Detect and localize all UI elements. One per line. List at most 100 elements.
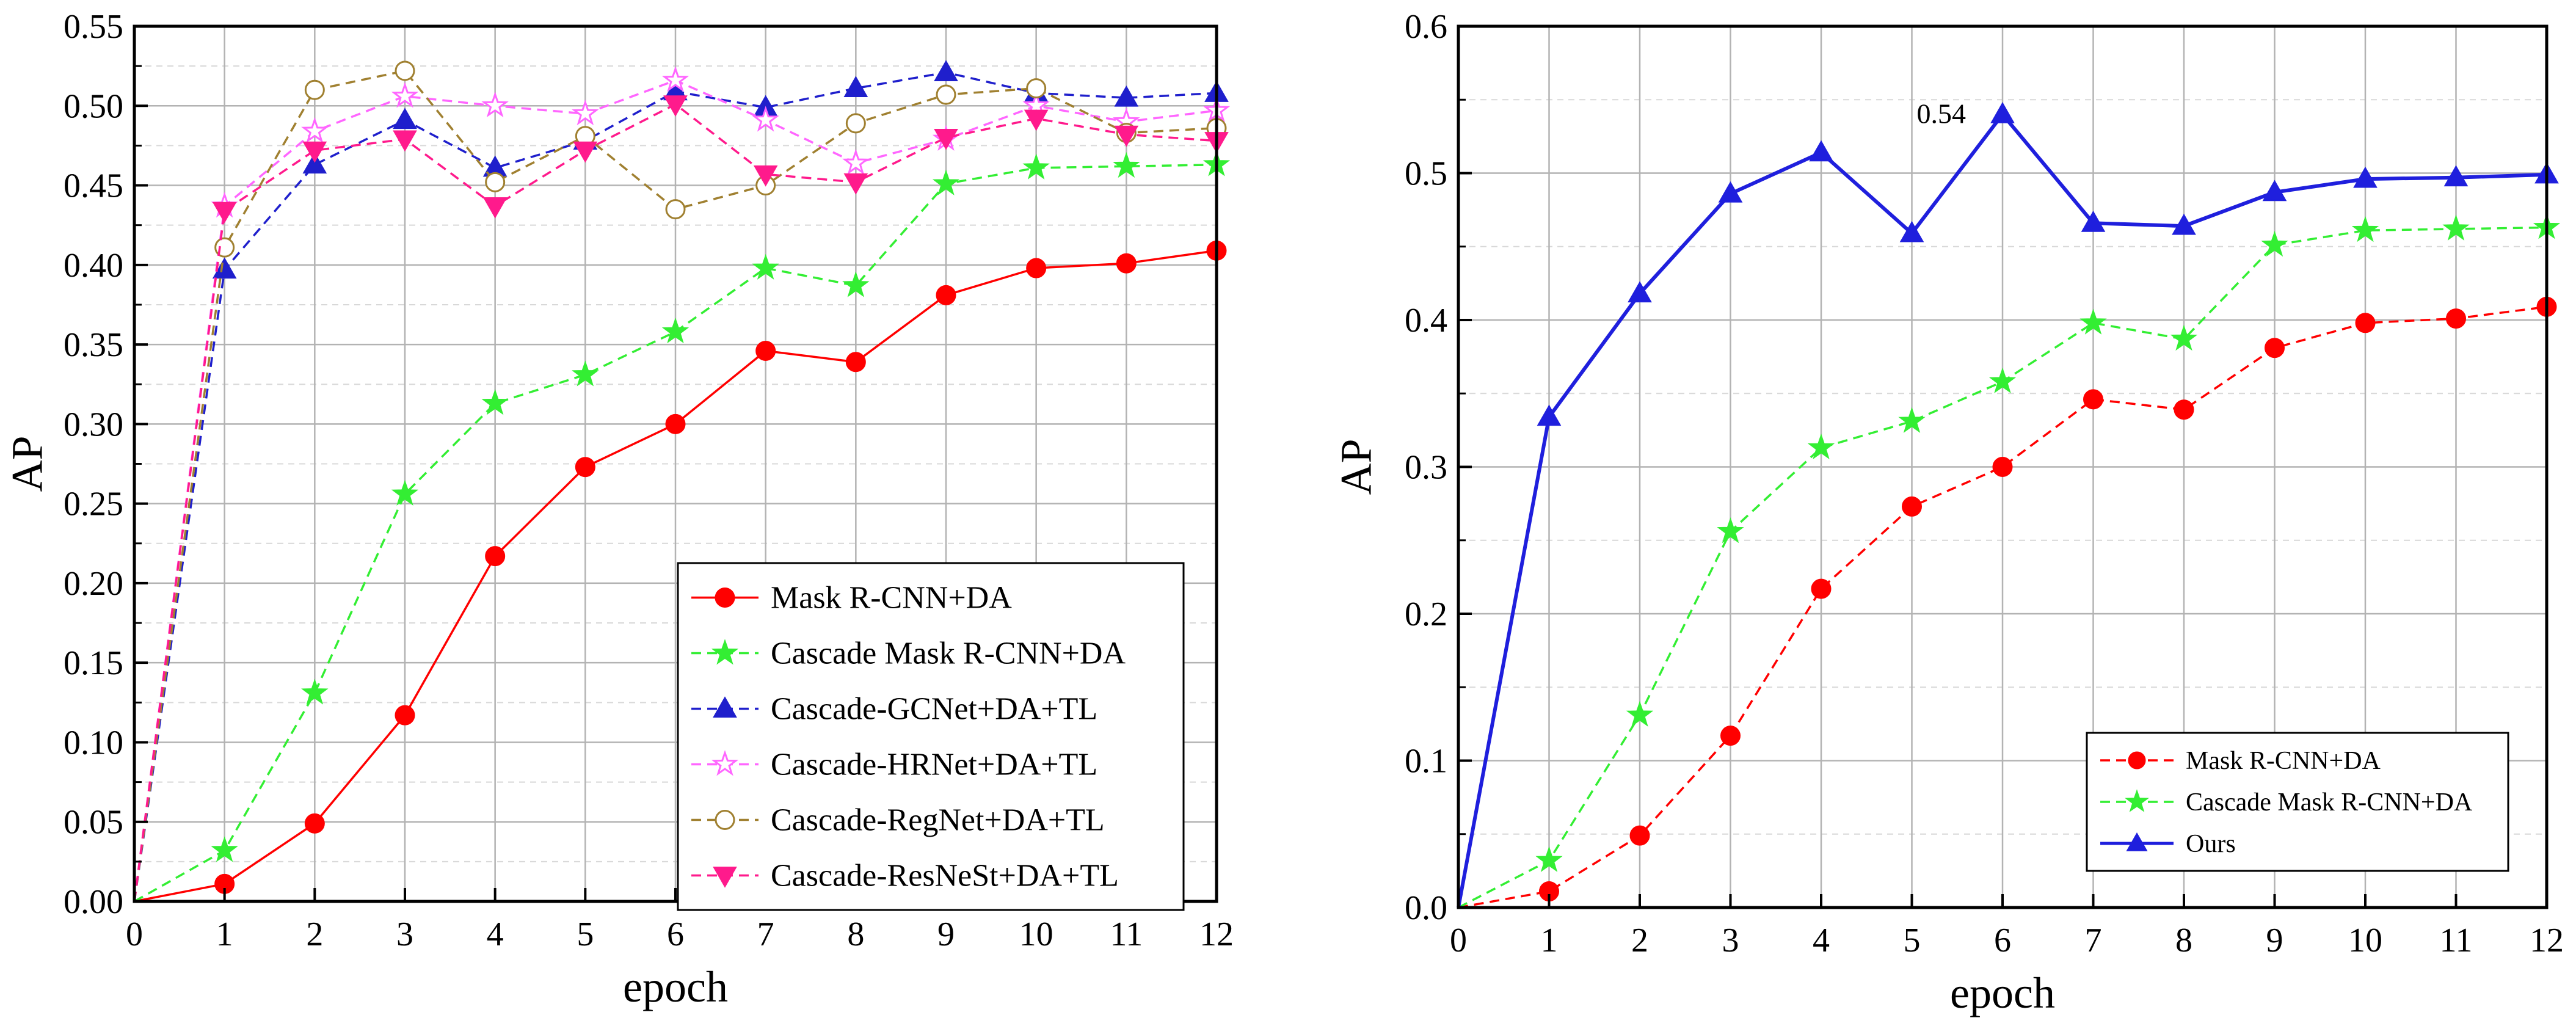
left-series-mask-r-cnn-da-point	[1116, 253, 1137, 274]
left-series-cascade-regnet-da-tl-point	[304, 79, 325, 100]
legend-label: Cascade-ResNeSt+DA+TL	[771, 859, 1119, 893]
left-series-cascade-resnest-da-tl-point	[1114, 125, 1139, 147]
right-series-cascade-mask-r-cnn-da-point	[1807, 433, 1835, 460]
legend-label: Mask R-CNN+DA	[771, 581, 1012, 616]
right-xtick-label: 7	[2085, 922, 2102, 959]
right-yaxis-title: AP	[1332, 438, 1381, 495]
right-series-mask-r-cnn-da	[1458, 296, 2557, 909]
left-series-cascade-hrnet-da-tl-point	[661, 66, 689, 92]
left-ytick-label: 0.10	[64, 724, 123, 762]
right-series-cascade-mask-r-cnn-da-point	[2261, 231, 2288, 257]
left-xtick-label: 5	[577, 915, 594, 953]
left-ytick-label: 0.20	[64, 565, 123, 603]
left-series-cascade-resnest-da-tl-point	[573, 141, 598, 163]
left-series-cascade-gcnet-da-tl-point	[302, 152, 327, 174]
left-series-cascade-mask-r-cnn-da-point	[932, 169, 960, 195]
right-series-mask-r-cnn-da-point	[1992, 457, 2013, 477]
right-xtick-label: 2	[1631, 922, 1648, 959]
right-series-ours-point	[2353, 166, 2378, 188]
left-ytick-label: 0.30	[64, 406, 123, 443]
left-xtick-label: 8	[847, 915, 864, 953]
right-series-cascade-mask-r-cnn-da-point	[1898, 407, 1926, 433]
left-series-cascade-mask-r-cnn-da	[134, 150, 1231, 903]
legend-marker	[2125, 789, 2149, 812]
left-series-cascade-mask-r-cnn-da-point	[572, 360, 599, 387]
left-series-cascade-resnest-da-tl-point	[393, 130, 417, 152]
right-xtick-label: 9	[2266, 922, 2283, 959]
left-series-mask-r-cnn-da-point	[575, 457, 595, 478]
right-ytick-label: 0.4	[1405, 302, 1447, 340]
left-series-cascade-gcnet-da-tl-point	[212, 257, 237, 279]
right-series-cascade-mask-r-cnn-da-point	[2442, 214, 2470, 241]
right-series-mask-r-cnn-da-point	[1811, 578, 1832, 599]
right-series-group	[1457, 102, 2561, 909]
right-series-mask-r-cnn-da-point	[1629, 825, 1650, 846]
right-series-ours-point	[1990, 102, 2015, 123]
right-ytick-label: 0.2	[1405, 595, 1447, 633]
right-legend: Mask R-CNN+DA Cascade Mask R-CNN+DA Ours	[2086, 732, 2509, 872]
right-axes: 0.00.10.20.30.40.50.60 1 2 3 4 5 6 7 8 9 10 11 12	[1405, 8, 2564, 959]
right-xtick-label: 1	[1541, 922, 1558, 959]
left-series-cascade-regnet-da-tl-point	[845, 113, 866, 134]
right-series-mask-r-cnn-da-point	[2083, 389, 2103, 410]
right-xtick-label: 0	[1450, 922, 1467, 959]
right-chart: 0.00.10.20.30.40.50.60 1 2 3 4 5 6 7 8 9 10 11 12epo…	[1332, 8, 2564, 1017]
left-series-cascade-resnest-da-tl-point	[663, 95, 688, 117]
left-legend: Mask R-CNN+DA Cascade Mask R-CNN+DA Cascad…	[677, 562, 1185, 911]
left-series-cascade-resnest-da-tl-point	[753, 165, 778, 187]
left-xaxis-title: epoch	[623, 962, 728, 1011]
right-series-ours-point	[2262, 180, 2287, 202]
left-series-cascade-regnet-da-tl-point	[485, 172, 506, 192]
right-series-ours-point	[2081, 210, 2106, 232]
right-series-cascade-mask-r-cnn-da-point	[1988, 367, 2017, 393]
right-legend-item-ours: Ours	[2100, 830, 2236, 858]
left-series-mask-r-cnn-da-point	[845, 352, 866, 373]
right-series-cascade-mask-r-cnn-da-point	[2351, 216, 2379, 242]
left-xtick-label: 10	[1019, 915, 1053, 953]
right-series-cascade-mask-r-cnn-da-point	[2170, 324, 2198, 351]
left-series-cascade-mask-r-cnn-da-point	[1113, 151, 1140, 178]
legend-label: Ours	[2186, 830, 2236, 858]
left-series-cascade-regnet-da-tl-point	[395, 60, 415, 81]
right-ytick-label: 0.3	[1405, 449, 1447, 487]
left-xtick-label: 3	[396, 915, 413, 953]
right-ytick-label: 0.0	[1405, 889, 1447, 927]
left-series-cascade-gcnet-da-tl-point	[393, 107, 417, 129]
left-series-mask-r-cnn-da-point	[395, 705, 415, 726]
right-series-ours-point	[1537, 404, 1562, 426]
left-series-mask-r-cnn-da-point	[1026, 258, 1047, 278]
left-series-cascade-regnet-da-tl-point	[665, 199, 686, 220]
legend-label: Mask R-CNN+DA	[2186, 747, 2381, 775]
left-series-cascade-resnest-da-tl-point	[482, 197, 508, 219]
legend-marker	[2128, 751, 2146, 770]
left-series-group	[133, 60, 1231, 903]
legend-label: Cascade-HRNet+DA+TL	[771, 748, 1097, 782]
left-series-cascade-mask-r-cnn-da-point	[391, 479, 419, 506]
right-xtick-label: 11	[2440, 922, 2473, 959]
left-ytick-label: 0.45	[64, 167, 123, 205]
left-series-cascade-mask-r-cnn-da-point	[211, 836, 238, 862]
left-series-cascade-hrnet-da-tl-point	[391, 82, 419, 108]
left-series-mask-r-cnn-da-point	[936, 285, 956, 305]
left-ytick-label: 0.25	[64, 486, 123, 523]
right-series-ours-point	[1899, 220, 1924, 242]
right-annotation-label: 0.54	[1917, 98, 1967, 129]
right-series-ours-point	[2443, 165, 2469, 187]
left-series-cascade-gcnet-da-tl-point	[934, 60, 958, 81]
left-series-mask-r-cnn-da-point	[755, 341, 776, 362]
left-xtick-label: 9	[937, 915, 955, 953]
legend-label: Cascade Mask R-CNN+DA	[771, 636, 1126, 671]
left-series-cascade-resnest-da-tl	[133, 95, 1229, 902]
left-series-cascade-mask-r-cnn-da-point	[1022, 153, 1050, 180]
left-xtick-label: 6	[667, 915, 684, 953]
left-series-cascade-hrnet-da-tl-point	[842, 148, 870, 175]
right-series-ours-point	[2172, 213, 2196, 235]
left-series-cascade-mask-r-cnn-da-point	[661, 317, 689, 344]
left-series-cascade-hrnet-da-tl-point	[481, 91, 509, 118]
left-xtick-label: 2	[306, 915, 323, 953]
left-series-cascade-hrnet-da-tl-point	[752, 106, 779, 132]
right-series-cascade-mask-r-cnn-da-point	[1626, 700, 1654, 727]
left-axes: 0.00 0.05 0.10 0.15 0.20 0.25 0.30 0.35 0.40 0.45…	[64, 8, 1234, 953]
left-series-cascade-hrnet-da-tl-point	[572, 100, 599, 126]
